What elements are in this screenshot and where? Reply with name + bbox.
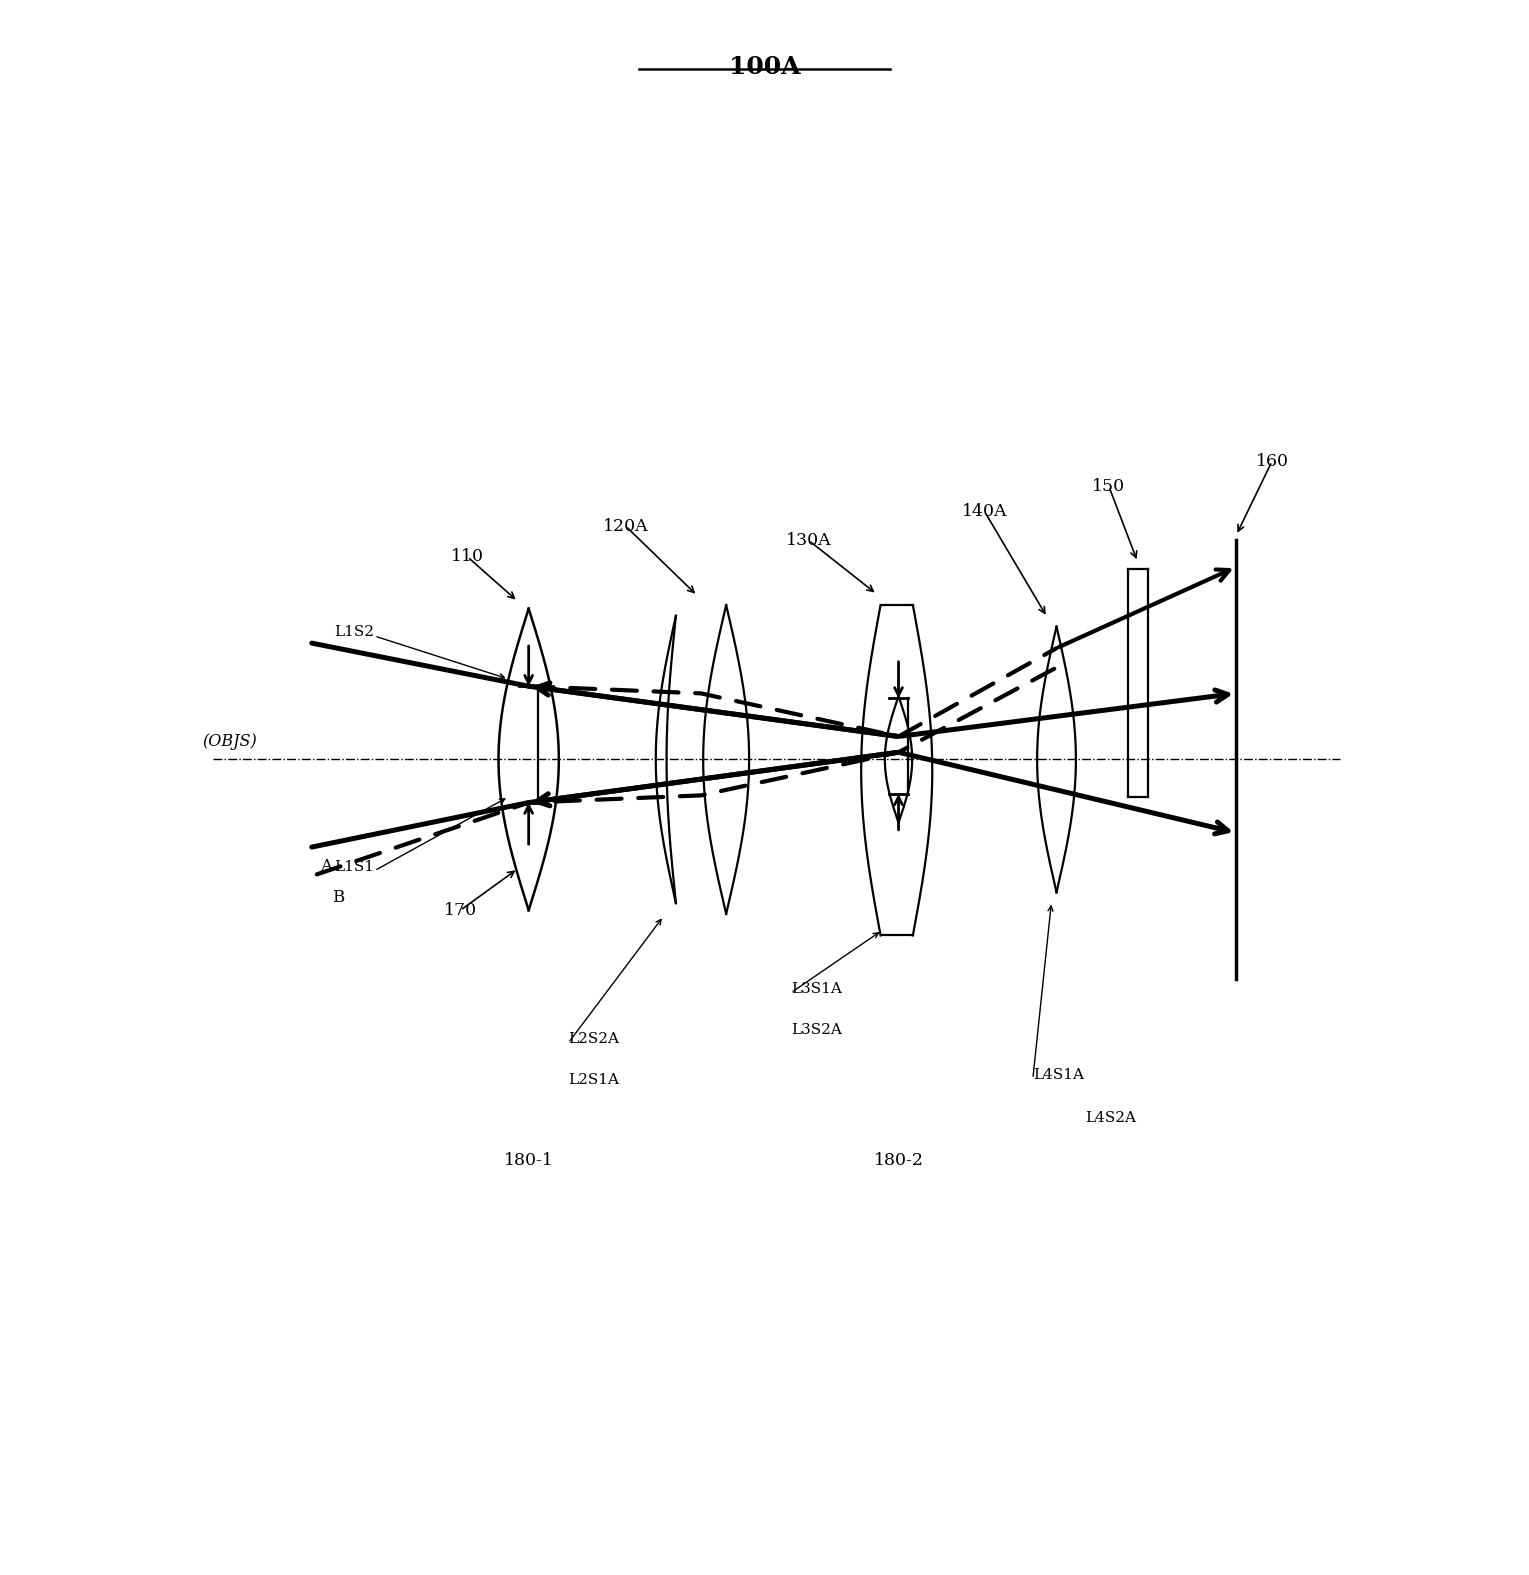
Text: 140A: 140A	[962, 502, 1008, 520]
Text: 100A: 100A	[729, 55, 800, 79]
Text: L2S1A: L2S1A	[569, 1073, 619, 1087]
Text: L4S2A: L4S2A	[1086, 1110, 1136, 1125]
Text: 130A: 130A	[786, 532, 832, 550]
Text: 160: 160	[1255, 454, 1289, 469]
Text: L3S2A: L3S2A	[790, 1022, 841, 1036]
Text: L1S1: L1S1	[335, 860, 375, 874]
Text: L2S2A: L2S2A	[569, 1032, 619, 1046]
Text: 120A: 120A	[602, 518, 648, 534]
Text: 110: 110	[451, 548, 485, 565]
Text: B: B	[332, 888, 344, 906]
Text: L4S1A: L4S1A	[1032, 1068, 1084, 1082]
Text: 170: 170	[443, 902, 477, 918]
Text: 180-2: 180-2	[873, 1153, 924, 1169]
Text: 150: 150	[1092, 479, 1125, 495]
Text: 180-1: 180-1	[503, 1153, 553, 1169]
Text: L1S2: L1S2	[335, 625, 375, 639]
Text: (OBJS): (OBJS)	[202, 732, 257, 750]
Text: L3S1A: L3S1A	[790, 981, 841, 995]
Text: A: A	[320, 858, 332, 874]
